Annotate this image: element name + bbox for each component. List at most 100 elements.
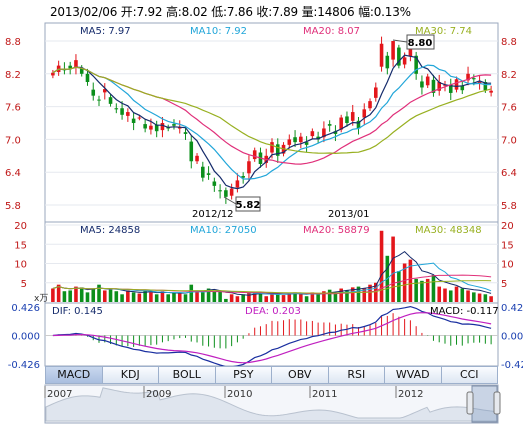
macd-tick-left: 0.426: [11, 303, 40, 314]
candle: [74, 60, 78, 68]
quote-date: 2013/02/06: [50, 5, 118, 19]
legend-ma10: MA10: 7.92: [190, 26, 247, 37]
volume-bar: [345, 290, 349, 302]
volume-bar: [108, 289, 113, 302]
navigator-year-label: 2011: [312, 389, 337, 400]
volume-bar: [201, 292, 205, 302]
volume-bar: [402, 263, 407, 302]
volume-bar: [212, 291, 217, 302]
volume-tick-left: 5: [21, 279, 27, 290]
tab-rsi[interactable]: RSI: [328, 366, 385, 384]
volume-bar: [293, 292, 297, 302]
candle: [183, 132, 188, 134]
candle: [160, 123, 165, 131]
candle: [472, 78, 476, 80]
volume-tick-right: 10: [501, 260, 514, 271]
candle: [333, 131, 338, 134]
volume-tick-right: 20: [501, 221, 514, 232]
candle: [287, 139, 292, 145]
volume-bar: [206, 288, 211, 302]
candle: [448, 84, 453, 93]
volume-bar: [160, 291, 165, 302]
candle: [224, 190, 228, 197]
volume-bar: [91, 288, 96, 302]
candle: [195, 155, 199, 162]
navigator-window[interactable]: [471, 385, 498, 423]
callout-high: 8.80: [392, 34, 435, 50]
volume-bar: [460, 288, 465, 302]
candle: [97, 99, 101, 101]
vol-legend-ma20: MA20: 58879: [303, 225, 370, 236]
navigator-handle-left[interactable]: [466, 391, 474, 415]
price-tick-right: 7.6: [501, 103, 517, 114]
volume-tick-right: 5: [501, 279, 507, 290]
volume-bar: [431, 275, 436, 302]
tab-macd[interactable]: MACD: [45, 366, 103, 384]
macd-tick-left: 0.000: [11, 332, 40, 343]
volume-bar: [126, 290, 130, 302]
candle: [362, 109, 367, 118]
volume-bar: [264, 296, 269, 302]
navigator-year-label: 2009: [146, 389, 171, 400]
tab-cci[interactable]: CCI: [441, 366, 498, 384]
macd-tick-right: -0.426: [501, 360, 523, 371]
candle: [425, 76, 430, 86]
volume-tick-right: 15: [501, 240, 514, 251]
volume-bar: [472, 292, 476, 302]
candle: [270, 142, 274, 153]
navigator-handle-right[interactable]: [493, 391, 501, 415]
volume-bar: [97, 284, 101, 302]
volume-bar: [137, 293, 142, 302]
legend-ma5: MA5: 7.97: [80, 26, 131, 37]
volume-bar: [483, 294, 488, 302]
candle: [397, 47, 401, 66]
volume-bar: [304, 296, 309, 302]
volume-tick-left: 10: [14, 260, 27, 271]
price-tick-right: 8.8: [501, 37, 517, 48]
ma30-line: [52, 66, 492, 155]
volume-bar: [425, 278, 430, 302]
volume-bar: [235, 296, 240, 302]
price-tick-right: 8.2: [501, 70, 517, 81]
candle: [149, 125, 153, 130]
volume-bar: [85, 292, 90, 302]
candle: [206, 173, 211, 175]
volume-bar: [224, 298, 228, 302]
candle: [322, 128, 326, 138]
svg-text:5.82: 5.82: [236, 200, 261, 211]
volume-bar: [448, 290, 453, 302]
volume-bar: [356, 286, 361, 302]
volume-bar: [252, 293, 257, 302]
volume-bar: [195, 290, 199, 302]
tab-wvad[interactable]: WVAD: [385, 366, 442, 384]
candle: [437, 82, 442, 91]
volume-bar: [183, 294, 188, 302]
volume-bar: [374, 282, 378, 302]
indicator-tabs: MACD KDJ BOLL PSY OBV RSI WVAD CCI: [45, 366, 498, 384]
tab-obv[interactable]: OBV: [272, 366, 329, 384]
volume-bar: [68, 290, 72, 302]
vol-legend-ma30: MA30: 48348: [415, 225, 482, 236]
macd-tick-left: -0.426: [8, 360, 40, 371]
candle: [466, 73, 470, 81]
tab-kdj[interactable]: KDJ: [102, 366, 159, 384]
ma10-line: [52, 64, 492, 180]
navigator-history-line: [45, 387, 498, 422]
volume-bar: [143, 290, 147, 302]
candle: [414, 55, 418, 74]
quote-low: 7.86: [226, 5, 253, 19]
candle: [420, 81, 424, 88]
candle: [154, 124, 159, 132]
quote-summary: 2013/02/06 开:7.92 高:8.02 低:7.86 收:7.89 量…: [50, 5, 411, 19]
tab-boll[interactable]: BOLL: [159, 366, 216, 384]
candle: [356, 120, 361, 129]
tab-psy[interactable]: PSY: [215, 366, 272, 384]
volume-bar: [368, 284, 372, 302]
candle: [489, 90, 493, 93]
candle: [316, 136, 320, 140]
candle: [374, 87, 378, 98]
candle: [201, 166, 205, 178]
dif-line: [52, 305, 492, 368]
navigator-year-label: 2010: [227, 389, 252, 400]
